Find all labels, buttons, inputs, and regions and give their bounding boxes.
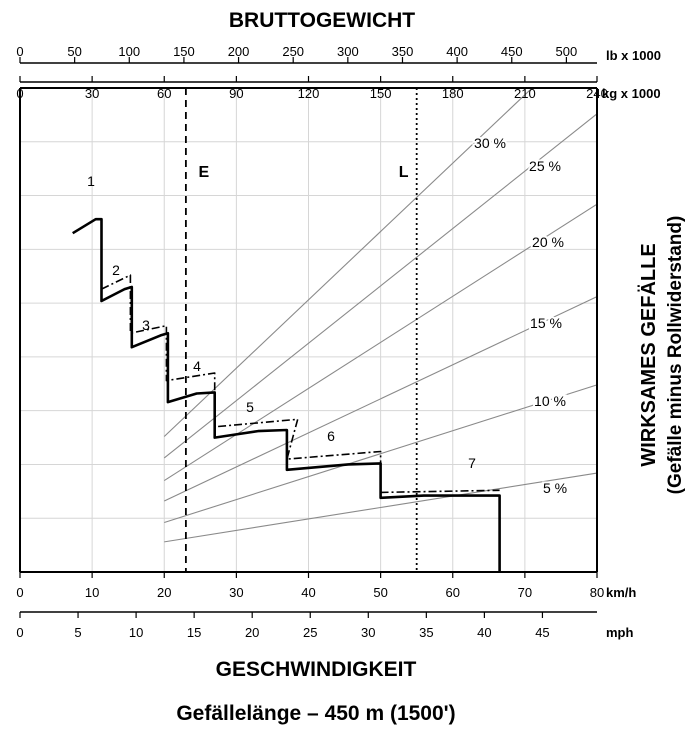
axes: 0 50 100 150 200 250 300 350 400 450 500 lb x 10000… xyxy=(16,44,661,640)
kmh-tick-label: 70 xyxy=(518,585,532,600)
mph-tick-label: 30 xyxy=(361,625,375,640)
kmh-tick-label: 0 xyxy=(16,585,23,600)
kmh-tick-label: 50 xyxy=(373,585,387,600)
reference-label: L xyxy=(399,164,409,181)
lb-tick-label: 0 xyxy=(16,44,23,59)
mph-tick-label: 20 xyxy=(245,625,259,640)
mph-tick-label: 35 xyxy=(419,625,433,640)
kg-tick-label: 180 xyxy=(442,86,464,101)
chart-title: BRUTTOGEWICHT xyxy=(229,9,415,32)
gear-label: 3 xyxy=(142,317,150,333)
mph-tick-label: 5 xyxy=(74,625,81,640)
kmh-tick-label: 30 xyxy=(229,585,243,600)
mph-tick-label: 15 xyxy=(187,625,201,640)
lb-tick-label: 100 xyxy=(118,44,140,59)
grade-label: 25 % xyxy=(529,158,561,174)
lb-tick-label: 150 xyxy=(173,44,195,59)
kmh-tick-label: 10 xyxy=(85,585,99,600)
mph-tick-label: 45 xyxy=(535,625,549,640)
mph-tick-label: 10 xyxy=(129,625,143,640)
kg-tick-label: 60 xyxy=(157,86,171,101)
kmh-tick-label: 20 xyxy=(157,585,171,600)
kmh-tick-label: 80 xyxy=(590,585,604,600)
y-axis-subtitle: (Gefälle minus Rollwiderstand) xyxy=(665,216,686,495)
kg-tick-label: 210 xyxy=(514,86,536,101)
lb-unit-label: lb x 1000 xyxy=(606,48,661,63)
kmh-tick-label: 40 xyxy=(301,585,315,600)
grade-label: 30 % xyxy=(474,135,506,151)
grade-label: 5 % xyxy=(543,480,567,496)
x-axis-title: GESCHWINDIGKEIT xyxy=(216,658,417,681)
gear-label: 1 xyxy=(87,173,95,189)
mph-tick-label: 40 xyxy=(477,625,491,640)
gear-label: 6 xyxy=(327,428,335,444)
lb-tick-label: 450 xyxy=(501,44,523,59)
kg-tick-label: 30 xyxy=(85,86,99,101)
gear-label: 7 xyxy=(468,455,476,471)
kg-tick-label: 90 xyxy=(229,86,243,101)
chart-subtitle: Gefällelänge – 450 m (1500') xyxy=(176,702,455,725)
kmh-unit-label: km/h xyxy=(606,585,636,600)
kg-tick-label: 120 xyxy=(298,86,320,101)
lb-tick-label: 300 xyxy=(337,44,359,59)
grade-label: 15 % xyxy=(530,315,562,331)
grade-label: 20 % xyxy=(532,234,564,250)
gear-label: 4 xyxy=(193,358,201,374)
kg-tick-label: 0 xyxy=(16,86,23,101)
lb-tick-label: 50 xyxy=(67,44,81,59)
lb-tick-label: 250 xyxy=(282,44,304,59)
lb-tick-label: 200 xyxy=(228,44,250,59)
series-line-solid xyxy=(73,219,500,572)
reference-label: E xyxy=(199,164,210,181)
lb-tick-label: 350 xyxy=(392,44,414,59)
gear-label: 5 xyxy=(246,399,254,415)
mph-unit-label: mph xyxy=(606,625,634,640)
gear-label: 2 xyxy=(112,262,120,278)
kg-tick-label: 150 xyxy=(370,86,392,101)
kg-unit-label: kg x 1000 xyxy=(602,86,661,101)
grade-label: 10 % xyxy=(534,393,566,409)
y-axis-title: WIRKSAMES GEFÄLLE xyxy=(637,243,660,466)
kmh-tick-label: 60 xyxy=(446,585,460,600)
lb-tick-label: 400 xyxy=(446,44,468,59)
lb-tick-label: 500 xyxy=(556,44,578,59)
mph-tick-label: 25 xyxy=(303,625,317,640)
gridlines xyxy=(20,88,597,572)
mph-tick-label: 0 xyxy=(16,625,23,640)
